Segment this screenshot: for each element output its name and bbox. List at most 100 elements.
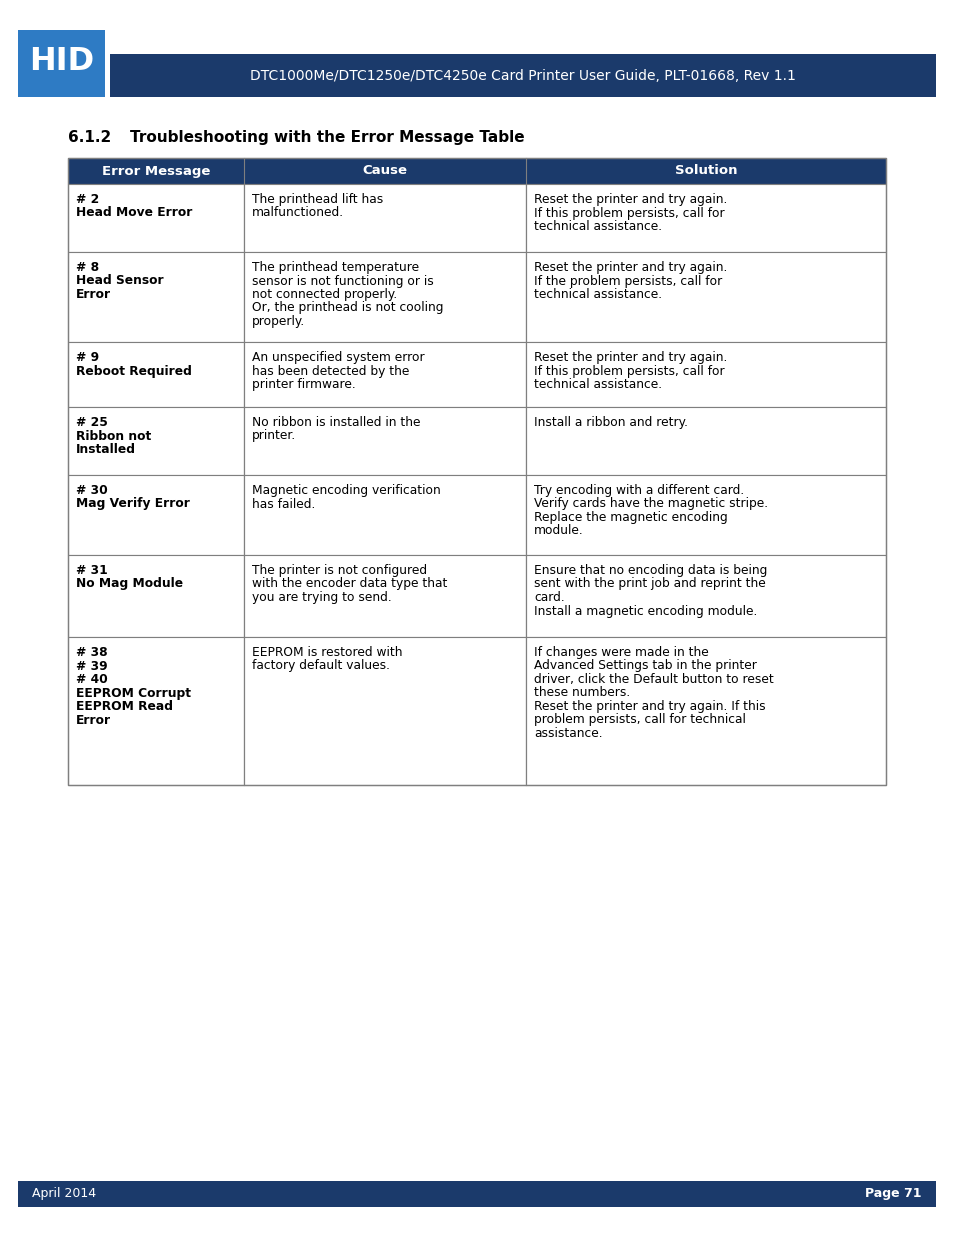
Bar [244, 475, 525, 555]
Text: module.: module. [534, 525, 583, 537]
Text: EEPROM Read: EEPROM Read [76, 700, 172, 713]
Text: has been detected by the: has been detected by the [252, 364, 409, 378]
Text: Try encoding with a different card.: Try encoding with a different card. [534, 484, 743, 496]
Bar [525, 637, 885, 785]
Text: Reset the printer and try again.: Reset the printer and try again. [534, 261, 727, 274]
Text: The printhead lift has: The printhead lift has [252, 193, 383, 206]
Text: Troubleshooting with the Error Message Table: Troubleshooting with the Error Message T… [130, 130, 524, 144]
Text: Head Move Error: Head Move Error [76, 206, 193, 220]
Text: printer firmware.: printer firmware. [252, 378, 355, 391]
Text: sensor is not functioning or is: sensor is not functioning or is [252, 274, 434, 288]
Text: Install a ribbon and retry.: Install a ribbon and retry. [534, 416, 687, 429]
Bar [244, 555, 525, 637]
Text: Reset the printer and try again. If this: Reset the printer and try again. If this [534, 700, 765, 713]
Text: Verify cards have the magnetic stripe.: Verify cards have the magnetic stripe. [534, 498, 767, 510]
Text: Install a magnetic encoding module.: Install a magnetic encoding module. [534, 604, 757, 618]
Text: # 30: # 30 [76, 484, 108, 496]
Bar [244, 252, 525, 342]
Text: Error Message: Error Message [102, 164, 210, 178]
Text: # 8: # 8 [76, 261, 99, 274]
Text: # 39: # 39 [76, 659, 108, 673]
Bar [68, 158, 885, 785]
Text: Reboot Required: Reboot Required [76, 364, 192, 378]
Text: Error: Error [76, 288, 111, 301]
Text: technical assistance.: technical assistance. [534, 288, 661, 301]
Bar [525, 475, 885, 555]
Bar [68, 408, 244, 475]
Text: Reset the printer and try again.: Reset the printer and try again. [534, 193, 727, 206]
Bar [18, 1181, 935, 1207]
Text: these numbers.: these numbers. [534, 687, 630, 699]
Text: factory default values.: factory default values. [252, 659, 390, 673]
Bar [110, 54, 935, 98]
Text: technical assistance.: technical assistance. [534, 378, 661, 391]
Text: card.: card. [534, 592, 564, 604]
Text: No Mag Module: No Mag Module [76, 578, 183, 590]
Text: Head Sensor: Head Sensor [76, 274, 164, 288]
Text: Ensure that no encoding data is being: Ensure that no encoding data is being [534, 564, 766, 577]
Text: technical assistance.: technical assistance. [534, 220, 661, 233]
Text: ®: ® [98, 35, 106, 40]
Text: # 9: # 9 [76, 351, 99, 364]
Text: Mag Verify Error: Mag Verify Error [76, 498, 190, 510]
Text: Advanced Settings tab in the printer: Advanced Settings tab in the printer [534, 659, 756, 673]
Text: Solution: Solution [674, 164, 737, 178]
Text: you are trying to send.: you are trying to send. [252, 592, 392, 604]
Text: not connected properly.: not connected properly. [252, 288, 396, 301]
Text: # 40: # 40 [76, 673, 108, 685]
Bar [525, 342, 885, 408]
Bar [68, 252, 244, 342]
Bar [68, 158, 885, 184]
Text: properly.: properly. [252, 315, 305, 329]
Bar [68, 342, 244, 408]
Text: The printer is not configured: The printer is not configured [252, 564, 427, 577]
Text: HID: HID [29, 46, 94, 77]
Text: If changes were made in the: If changes were made in the [534, 646, 708, 659]
Text: malfunctioned.: malfunctioned. [252, 206, 344, 220]
Text: Magnetic encoding verification: Magnetic encoding verification [252, 484, 440, 496]
Bar [68, 475, 244, 555]
Text: Ribbon not: Ribbon not [76, 430, 152, 442]
Bar [244, 637, 525, 785]
Bar [525, 252, 885, 342]
Bar [18, 30, 105, 98]
Text: Reset the printer and try again.: Reset the printer and try again. [534, 351, 727, 364]
Bar [68, 184, 244, 252]
Text: # 38: # 38 [76, 646, 108, 659]
Text: 6.1.2: 6.1.2 [68, 130, 112, 144]
Text: # 2: # 2 [76, 193, 99, 206]
Bar [525, 555, 885, 637]
Text: # 31: # 31 [76, 564, 108, 577]
Text: Error: Error [76, 714, 111, 726]
Text: assistance.: assistance. [534, 727, 602, 740]
Text: DTC1000Me/DTC1250e/DTC4250e Card Printer User Guide, PLT-01668, Rev 1.1: DTC1000Me/DTC1250e/DTC4250e Card Printer… [250, 68, 795, 83]
Bar [68, 555, 244, 637]
Text: driver, click the Default button to reset: driver, click the Default button to rese… [534, 673, 773, 685]
Text: Or, the printhead is not cooling: Or, the printhead is not cooling [252, 301, 443, 315]
Text: An unspecified system error: An unspecified system error [252, 351, 424, 364]
Text: Installed: Installed [76, 443, 136, 456]
Text: EEPROM is restored with: EEPROM is restored with [252, 646, 402, 659]
Bar [244, 408, 525, 475]
Text: with the encoder data type that: with the encoder data type that [252, 578, 447, 590]
Bar [525, 408, 885, 475]
Bar [244, 342, 525, 408]
Text: has failed.: has failed. [252, 498, 314, 510]
Bar [244, 184, 525, 252]
Text: If this problem persists, call for: If this problem persists, call for [534, 364, 724, 378]
Text: If the problem persists, call for: If the problem persists, call for [534, 274, 721, 288]
Text: If this problem persists, call for: If this problem persists, call for [534, 206, 724, 220]
Bar [525, 184, 885, 252]
Text: No ribbon is installed in the: No ribbon is installed in the [252, 416, 420, 429]
Text: EEPROM Corrupt: EEPROM Corrupt [76, 687, 191, 699]
Text: problem persists, call for technical: problem persists, call for technical [534, 714, 745, 726]
Text: # 25: # 25 [76, 416, 108, 429]
Text: sent with the print job and reprint the: sent with the print job and reprint the [534, 578, 765, 590]
Bar [0, 0, 953, 100]
Text: Page 71: Page 71 [864, 1188, 921, 1200]
Text: The printhead temperature: The printhead temperature [252, 261, 418, 274]
Text: Replace the magnetic encoding: Replace the magnetic encoding [534, 511, 727, 524]
Bar [68, 637, 244, 785]
Text: April 2014: April 2014 [32, 1188, 96, 1200]
Text: Cause: Cause [362, 164, 407, 178]
